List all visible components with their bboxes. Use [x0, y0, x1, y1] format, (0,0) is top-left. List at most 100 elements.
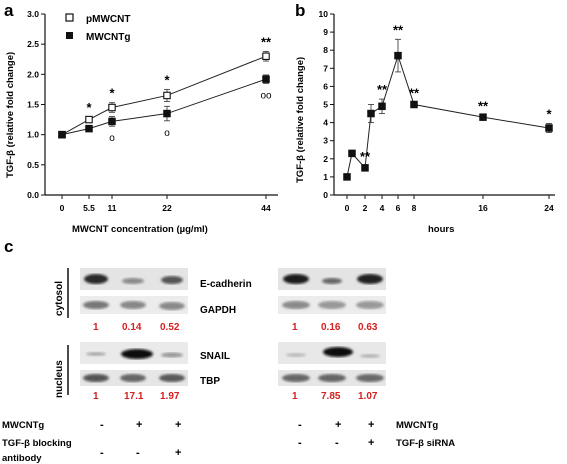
band-gapdh-left-1	[83, 301, 109, 309]
band-ecad-right-1	[283, 274, 309, 284]
x-tick-label: 5.5	[83, 203, 95, 213]
cond-left-row1-sign-1: -	[100, 419, 104, 431]
cond-left-row2-label-line1: TGF-β blocking	[2, 438, 72, 449]
series-line	[346, 53, 550, 178]
y-tick-label: 2	[323, 154, 328, 164]
significance-annotation: **	[393, 22, 404, 37]
band-gapdh-left-2	[120, 301, 146, 309]
side-label-cytosol: cytosol	[54, 281, 65, 316]
data-point	[378, 102, 386, 111]
band-snail-left-1	[86, 352, 106, 356]
band-tbp-left-3	[159, 374, 185, 382]
data-point	[348, 149, 356, 158]
significance-annotation: **	[377, 82, 388, 97]
x-tick-label: 6	[396, 203, 401, 213]
x-tick-label: 11	[108, 203, 117, 213]
data-point	[343, 173, 351, 181]
data-point	[85, 124, 93, 133]
ratio-cyto-left-3: 0.52	[160, 322, 180, 333]
significance-annotation: **	[360, 149, 371, 164]
cond-right-row1-sign-2: +	[335, 419, 341, 431]
x-tick-label: 0	[60, 203, 65, 213]
band-tbp-left-2	[120, 374, 146, 382]
chart-a-ylabel: TGF-β (relative fold change)	[5, 52, 16, 178]
data-point	[545, 124, 553, 132]
y-tick-label: 0.5	[27, 160, 39, 170]
blot-right	[278, 268, 386, 386]
y-tick-label: 1	[323, 172, 328, 182]
significance-annotation: *	[86, 100, 92, 115]
data-point	[262, 75, 270, 83]
y-tick-label: 3	[323, 136, 328, 146]
cond-left-row1-label: MWCNTg	[2, 420, 44, 431]
blot-left	[80, 268, 188, 386]
cond-left-row2-label-line2: antibody	[2, 453, 42, 464]
band-label-gapdh: GAPDH	[200, 305, 236, 316]
chart-b: TGF-β (relative fold change) hours 0 1 2 3 4…	[295, 9, 555, 235]
band-ecad-right-3	[357, 274, 383, 284]
y-tick-label: 10	[319, 9, 329, 19]
y-tick-label: 0.0	[27, 190, 39, 200]
chart-a: TGF-β (relative fold change) MWCNT conce…	[5, 9, 278, 235]
ratio-cyto-left-2: 0.14	[122, 322, 142, 333]
x-tick-label: 0	[345, 203, 350, 213]
cond-left-row1-sign-2: +	[136, 419, 142, 431]
ratios-cytosol: 1 0.14 0.52 1 0.16 0.63	[93, 322, 378, 333]
significance-annotation: **	[409, 86, 420, 101]
legend-label-pmwcnt: pMWCNT	[86, 14, 130, 25]
ratio-cyto-right-3: 0.63	[358, 322, 378, 333]
y-tick-label: 4	[323, 118, 328, 128]
data-point	[58, 130, 66, 139]
cond-right-row1-sign-1: -	[298, 419, 302, 431]
cond-right-row2-label: TGF-β siRNA	[396, 438, 455, 449]
ratio-nuc-right-3: 1.07	[358, 391, 378, 402]
data-point	[262, 52, 270, 60]
band-tbp-right-3	[356, 374, 384, 382]
chart-b-marks: ***********	[343, 22, 553, 181]
cond-left-row2-sign-2: -	[136, 447, 140, 459]
y-tick-label: 6	[323, 81, 328, 91]
y-tick-label: 1.5	[27, 100, 39, 110]
x-tick-label: 22	[162, 203, 172, 213]
y-tick-label: 5	[323, 100, 328, 110]
y-tick-label: 1.0	[27, 130, 39, 140]
band-label-snail: SNAIL	[200, 351, 230, 362]
legend-filled-square-marker	[66, 32, 73, 39]
y-tick-label: 9	[323, 27, 328, 37]
cond-right-row2-sign-3: +	[368, 437, 374, 449]
significance-annotation: *	[164, 72, 170, 87]
band-tbp-right-2	[318, 374, 346, 382]
band-snail-right-2	[323, 347, 353, 357]
cond-right-row2-sign-2: -	[335, 437, 339, 449]
significance-annotation: o	[109, 133, 115, 144]
band-label-ecadherin: E-cadherin	[200, 279, 252, 290]
data-point	[108, 103, 116, 112]
chart-a-xlabel: MWCNT concentration (µg/ml)	[72, 224, 208, 235]
band-ecad-right-2	[322, 278, 342, 284]
band-gapdh-right-1	[282, 301, 310, 309]
band-gapdh-right-3	[356, 301, 384, 309]
y-tick-label: 8	[323, 45, 328, 55]
y-tick-label: 7	[323, 63, 328, 73]
chart-b-xlabel: hours	[428, 224, 454, 235]
data-point	[163, 91, 171, 100]
band-snail-right-3	[360, 354, 380, 358]
band-ecad-left-3	[161, 276, 183, 284]
chart-a-legend: pMWCNT MWCNTg	[65, 13, 130, 43]
chart-a-marks: *****o ooo	[58, 34, 272, 144]
legend-label-mwcntg: MWCNTg	[86, 32, 130, 43]
ratio-nuc-left-2: 17.1	[124, 391, 144, 402]
ratio-cyto-left-1: 1	[93, 322, 99, 333]
blot-panel: cytosol nucleus E-cadherin GAPDH SNAI	[2, 268, 455, 464]
data-point	[410, 100, 418, 109]
x-tick-label: 44	[261, 203, 271, 213]
y-tick-label: 0	[323, 190, 328, 200]
data-point	[394, 51, 402, 60]
band-tbp-left-1	[83, 374, 109, 382]
x-tick-label: 24	[544, 203, 554, 213]
ratio-nuc-right-2: 7.85	[321, 391, 341, 402]
band-snail-right-1	[286, 353, 306, 357]
ratios-nucleus: 1 17.1 1.97 1 7.85 1.07	[93, 391, 378, 402]
band-snail-left-3	[161, 352, 183, 358]
